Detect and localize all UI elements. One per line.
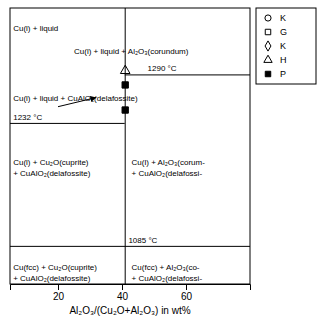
h-line <box>10 123 125 124</box>
legend-label: G <box>280 27 287 37</box>
point <box>122 82 128 88</box>
x-tick: 60 <box>181 284 193 302</box>
h-line <box>10 246 250 247</box>
annotation: + CuAlO₂(delafossite) <box>13 274 90 283</box>
x-axis: 20 40 60 <box>11 284 251 302</box>
legend-marker <box>265 15 271 21</box>
chart-svg: 204060Al₂O₃/(Cu₂O+Al₂O₃) in wt%1290 °C12… <box>0 0 320 320</box>
x-tick-label: 60 <box>181 291 193 302</box>
h-line-label: 1232 °C <box>13 113 42 122</box>
x-tick-mark <box>186 284 187 290</box>
point <box>122 107 128 113</box>
legend-label: K <box>280 13 286 23</box>
h-line-label: 1085 °C <box>128 236 157 245</box>
annotation: Cu(l) + liquid + CuAlO₂(delafossite) <box>13 94 138 103</box>
annotation: Cu(fcc) + Al₂O₃(co- <box>132 263 200 272</box>
legend-box <box>256 8 316 84</box>
annotation: + CuAlO₂(delafossi- <box>132 169 203 178</box>
h-line <box>125 74 250 75</box>
x-tick-mark <box>122 284 123 290</box>
x-tick-mark <box>58 284 59 290</box>
legend-label: K <box>280 41 286 51</box>
legend-marker <box>264 55 272 62</box>
x-axis-title: Al₂O₃/(Cu₂O+Al₂O₃) in wt% <box>69 305 190 316</box>
x-axis-line <box>11 285 251 291</box>
chart-container: 204060Al₂O₃/(Cu₂O+Al₂O₃) in wt%1290 °C12… <box>0 0 320 320</box>
legend-marker <box>265 29 270 34</box>
h-line-label: 1290 °C <box>148 64 177 73</box>
annotation: + CuAlO₂(delafossite) <box>13 169 90 178</box>
legend-marker <box>265 41 271 51</box>
x-tick-label: 40 <box>117 291 129 302</box>
legend: KGKHP <box>256 8 316 84</box>
x-tick: 20 <box>53 284 65 302</box>
annotation: + CuAlO₂(delafossi- <box>132 274 203 283</box>
legend-marker <box>265 71 270 76</box>
legend-label: P <box>280 69 286 79</box>
x-tick-label: 20 <box>53 291 65 302</box>
annotation: Cu(l) + liquid <box>13 24 58 33</box>
x-tick: 40 <box>117 284 129 302</box>
annotation: Cu(l) + Al₂O₃(corum- <box>132 158 206 167</box>
annotations: 1290 °C 1232 °C 1085 °C Cu(l) + liquid Cu(l)… <box>13 24 205 282</box>
point <box>120 65 130 73</box>
annotation: Cu(l) + Cu₂O(cuprite) <box>13 158 89 167</box>
annotation: Cu(fcc) + Cu₂O(cuprite) <box>13 263 97 272</box>
plot-frame <box>10 8 250 284</box>
annotation: Cu(l) + liquid + Al₂O₃(corundum) <box>74 47 189 56</box>
plot-marks <box>10 8 250 284</box>
legend-label: H <box>280 55 287 65</box>
